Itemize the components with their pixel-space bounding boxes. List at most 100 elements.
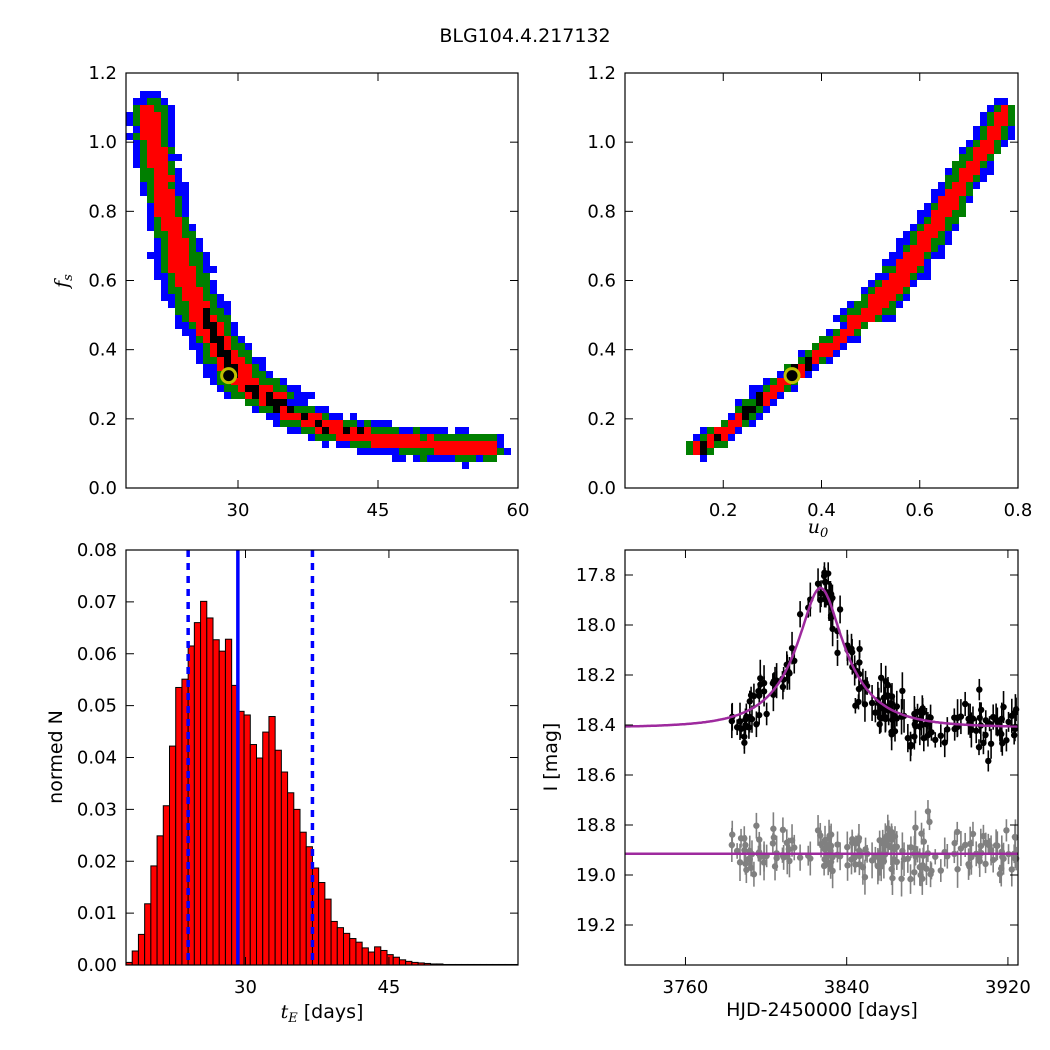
te-histogram-bar (318, 882, 326, 966)
fs-te-cell (385, 420, 392, 427)
fs-te-cell (420, 427, 427, 434)
event-point (987, 740, 995, 747)
residual-point (1012, 834, 1019, 841)
residual-point (926, 818, 933, 826)
residual-point (1008, 866, 1015, 873)
event-point (932, 736, 939, 744)
fs-te-cell (147, 126, 154, 133)
fs-te-cell (182, 280, 189, 287)
fs-u0-cell (686, 441, 693, 448)
fs-te-cell (343, 427, 350, 434)
fs-u0-cell (938, 224, 945, 231)
fs-te-cell (294, 385, 301, 392)
fs-u0-cell (742, 420, 749, 427)
fs-te-cell (175, 301, 182, 308)
event-point (786, 670, 793, 677)
fs-u0-cell (875, 308, 882, 315)
fs-u0-cell (994, 140, 1001, 147)
residual-point (1000, 855, 1007, 862)
residual-point (786, 857, 793, 865)
fs-te-cell (203, 371, 210, 378)
fs-te-cell (392, 427, 399, 434)
fs-u0-cell (973, 147, 980, 154)
event-point (980, 739, 987, 747)
fs-u0-cell (924, 245, 931, 252)
fs-te-cell (168, 133, 175, 140)
fs-u0-cell (749, 413, 756, 420)
fs-u0-cell (987, 105, 994, 112)
fs-u0-cell (749, 399, 756, 406)
fs-u0-cell (889, 252, 896, 259)
fs-te-cell (252, 392, 259, 399)
fs-te-cell (336, 427, 343, 434)
fs-u0-cell (952, 182, 959, 189)
fs-te-cell (252, 364, 259, 371)
fs-u0-cell (973, 168, 980, 175)
light-curve-ytick-label: 19.0 (576, 865, 616, 886)
fs-u0-cell (784, 385, 791, 392)
fs-u0-cell (735, 427, 742, 434)
fs-te-cell (154, 112, 161, 119)
fs-te-cell (182, 203, 189, 210)
fs-u0-cell (700, 455, 707, 462)
te-histogram-bar (243, 714, 251, 966)
fs-u0-cell (959, 168, 966, 175)
te-histogram-bar (206, 617, 214, 966)
event-point (888, 731, 895, 738)
fs-u0-cell (889, 280, 896, 287)
fs-te-cell (308, 434, 315, 441)
fs-u0-cell (861, 308, 868, 315)
fs-u0-cell (959, 196, 966, 203)
fs-te-cell (301, 413, 308, 420)
fs-te-cell (175, 182, 182, 189)
fs-te-cell (224, 350, 231, 357)
residual-point (982, 860, 989, 868)
fs-te-cell (175, 224, 182, 231)
residual-point (918, 830, 925, 837)
te-histogram-bar (392, 956, 400, 966)
fs-te-cell (343, 434, 350, 441)
fs-u0-cell (903, 245, 910, 252)
fs-te-cell (469, 448, 476, 455)
fs-u0-cell (924, 252, 931, 259)
fs-u0-cell (924, 266, 931, 273)
fs-te-cell (469, 441, 476, 448)
fs-u0-cell (735, 406, 742, 413)
fs-u0-cell (840, 315, 847, 322)
fs-te-cell (350, 441, 357, 448)
fs-u0-cell (966, 147, 973, 154)
fs-u0-density (686, 98, 1015, 462)
fs-te-cell (175, 168, 182, 175)
fs-u0-cell (798, 371, 805, 378)
fs-u0-cell (931, 203, 938, 210)
fs-te-cell (455, 448, 462, 455)
fs-u0-cell (980, 168, 987, 175)
fs-te-cell (189, 315, 196, 322)
fs-u0-cell (931, 196, 938, 203)
fs-te-cell (294, 392, 301, 399)
te-histogram-bar (249, 744, 258, 966)
fs-te-cell (343, 420, 350, 427)
fs-te-cell (224, 343, 231, 350)
event-point (918, 721, 925, 728)
fs-te-cell (196, 336, 203, 343)
fs-te-cell (448, 455, 455, 462)
residual-point (817, 832, 824, 839)
fs-u0-cell (973, 175, 980, 182)
fs-u0-cell (966, 196, 973, 203)
fs-u0-cell (959, 182, 966, 189)
fs-u0-cell (833, 343, 840, 350)
residual-point (900, 855, 908, 863)
fs-te-cell (147, 91, 154, 98)
fs-te-cell (385, 448, 392, 455)
fs-te-cell (399, 427, 406, 434)
fs-te-cell (175, 315, 182, 322)
fs-u0-cell (847, 315, 854, 322)
fs-u0-cell (896, 266, 903, 273)
fs-u0-cell (966, 175, 973, 182)
event-point (877, 674, 885, 681)
fs-te-cell (224, 329, 231, 336)
fs-te-cell (322, 413, 329, 420)
te-histogram-bar (193, 622, 202, 966)
fs-u0-cell (868, 308, 875, 315)
